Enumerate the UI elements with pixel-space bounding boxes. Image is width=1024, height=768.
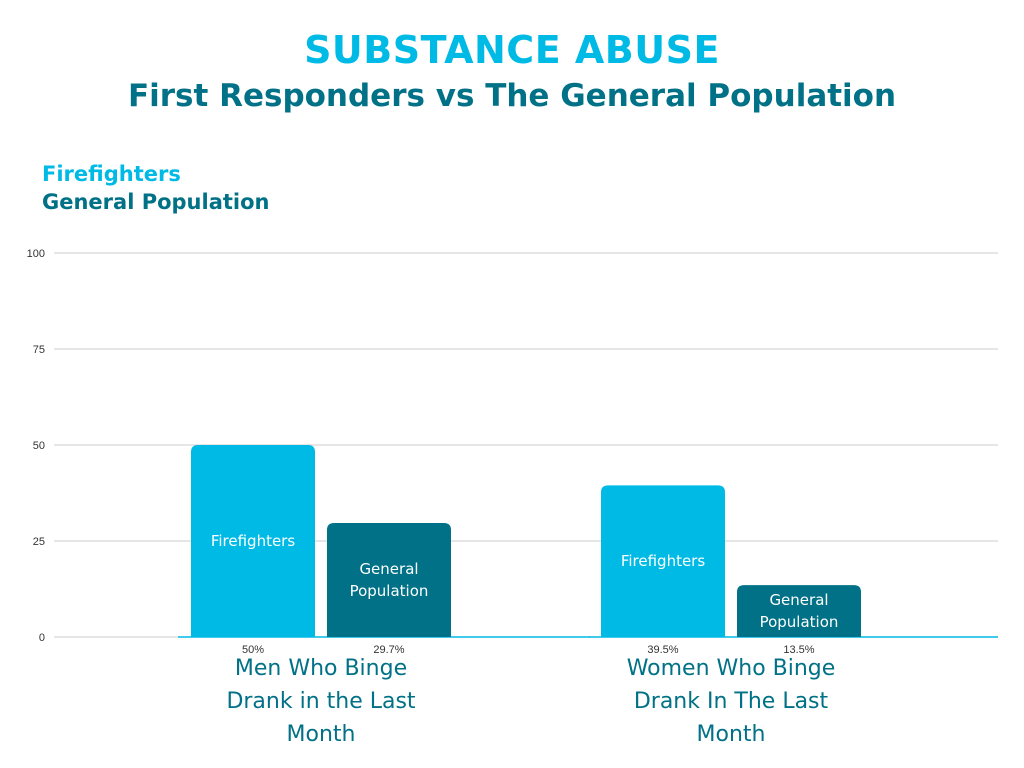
data-label: 29.7% <box>373 644 404 656</box>
data-label: 39.5% <box>647 644 678 656</box>
data-label: 13.5% <box>783 644 814 656</box>
category-label-line: Drank In The Last <box>633 689 829 714</box>
bar-label: Population <box>760 613 839 631</box>
category-label-line: Month <box>696 722 766 747</box>
chart-title: SUBSTANCE ABUSE <box>304 28 720 72</box>
y-tick-label: 25 <box>33 536 45 548</box>
bar-label: Population <box>350 582 429 600</box>
chart-subtitle: First Responders vs The General Populati… <box>127 78 897 114</box>
y-tick-label: 0 <box>39 632 45 644</box>
legend-firefighters: Firefighters <box>42 162 181 186</box>
data-label: 50% <box>242 644 264 656</box>
y-tick-label: 100 <box>27 248 45 260</box>
category-label-women: Women Who Binge Drank In The Last Month <box>611 652 851 751</box>
bar <box>737 585 861 637</box>
category-label-line: Month <box>286 722 356 747</box>
y-tick-label: 50 <box>33 440 45 452</box>
category-label-line: Men Who Binge <box>234 656 408 681</box>
y-tick-label: 75 <box>33 344 45 356</box>
category-label-men: Men Who Binge Drank in the Last Month <box>201 652 441 751</box>
bar <box>327 522 451 637</box>
category-label-line: Drank in the Last <box>226 689 416 714</box>
legend-general-population: General Population <box>42 190 270 214</box>
category-label-line: Women Who Binge <box>626 656 836 681</box>
bar-label: General <box>359 560 418 578</box>
bar-label: Firefighters <box>211 532 296 550</box>
bar-label: Firefighters <box>621 552 706 570</box>
bar <box>601 485 725 637</box>
bar <box>191 445 315 637</box>
bar-label: General <box>769 591 828 609</box>
